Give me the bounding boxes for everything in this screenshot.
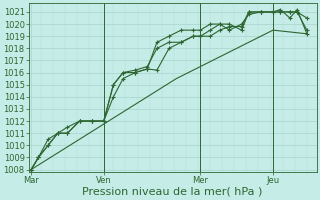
X-axis label: Pression niveau de la mer( hPa ): Pression niveau de la mer( hPa )	[83, 187, 263, 197]
